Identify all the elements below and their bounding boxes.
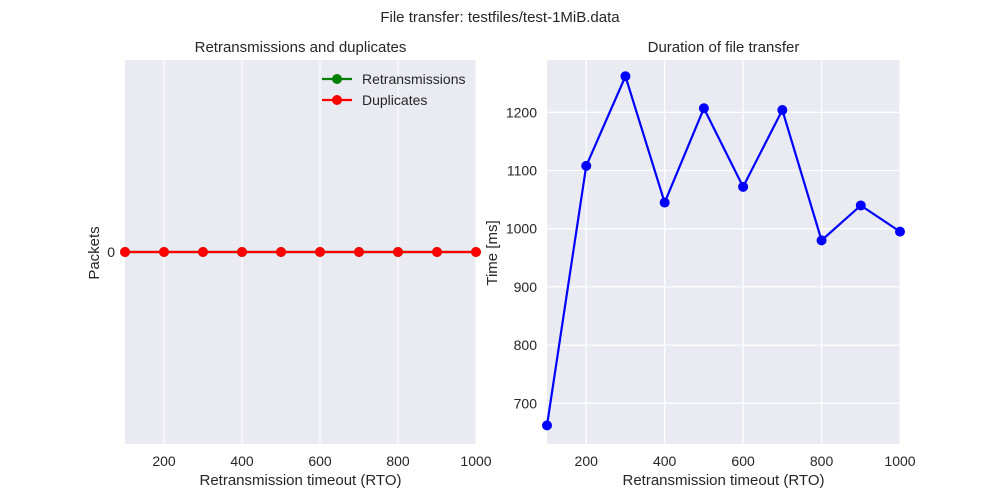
chart-title: Duration of file transfer [648,39,800,56]
data-point [354,247,364,257]
tick-labels: 200 400 600 800 1000 700 800 900 1000 1100 1200 [506,104,916,469]
y-tick-label: 0 [107,244,115,260]
data-point [159,247,169,257]
chart-title: Retransmissions and duplicates [195,39,407,56]
duration-chart: 200 400 600 800 1000 700 800 900 1000 1100 1200 Du… [484,39,916,489]
legend-item: Retransmissions [322,71,465,87]
x-tick-label: 200 [575,453,599,469]
data-point [432,247,442,257]
x-tick-label: 1000 [884,453,915,469]
x-tick-label: 800 [386,453,410,469]
y-axis-label: Packets [86,226,103,279]
retransmissions-chart: 200 400 600 800 1000 0 Retransmissions and du… [86,39,492,489]
legend: Retransmissions Duplicates [322,71,465,108]
data-point [738,181,749,192]
series-duplicates [120,247,481,257]
data-point [393,247,403,257]
data-point [120,247,130,257]
y-tick-label: 1100 [507,163,537,179]
x-tick-label: 1000 [460,453,491,469]
data-point [816,235,827,246]
data-point [276,247,286,257]
x-tick-label: 800 [810,453,834,469]
data-point [198,247,208,257]
data-point [315,247,325,257]
legend-label: Retransmissions [362,71,465,87]
data-point [471,247,481,257]
legend-marker [332,95,342,105]
y-tick-label: 800 [514,337,538,353]
legend-item: Duplicates [322,92,427,108]
y-tick-label: 700 [514,395,538,411]
y-tick-label: 900 [514,279,538,295]
grid-lines [547,60,901,444]
data-point [777,105,788,116]
x-tick-label: 400 [653,453,677,469]
data-point [659,197,670,208]
x-tick-label: 600 [731,453,755,469]
data-point [855,200,866,211]
x-tick-label: 400 [230,453,254,469]
data-point [581,160,592,171]
x-tick-label: 600 [308,453,332,469]
x-axis-label: Retransmission timeout (RTO) [199,472,401,489]
plot-area [547,60,900,444]
tick-labels: 200 400 600 800 1000 0 [107,244,492,469]
y-tick-label: 1000 [506,221,537,237]
figure-title: File transfer: testfiles/test-1MiB.data [380,9,620,26]
series-line [545,73,901,426]
series-layer [542,71,905,431]
y-tick-label: 1200 [506,104,537,120]
data-point [620,71,631,82]
series-1 [542,71,905,431]
data-point [542,420,552,431]
legend-marker [332,74,342,84]
x-axis-label: Retransmission timeout (RTO) [622,472,824,489]
data-point [698,103,709,114]
legend-label: Duplicates [362,92,427,108]
series-layer [120,247,481,257]
data-point [895,226,905,237]
x-tick-label: 200 [152,453,176,469]
data-point [237,247,247,257]
y-axis-label: Time [ms] [484,220,501,285]
